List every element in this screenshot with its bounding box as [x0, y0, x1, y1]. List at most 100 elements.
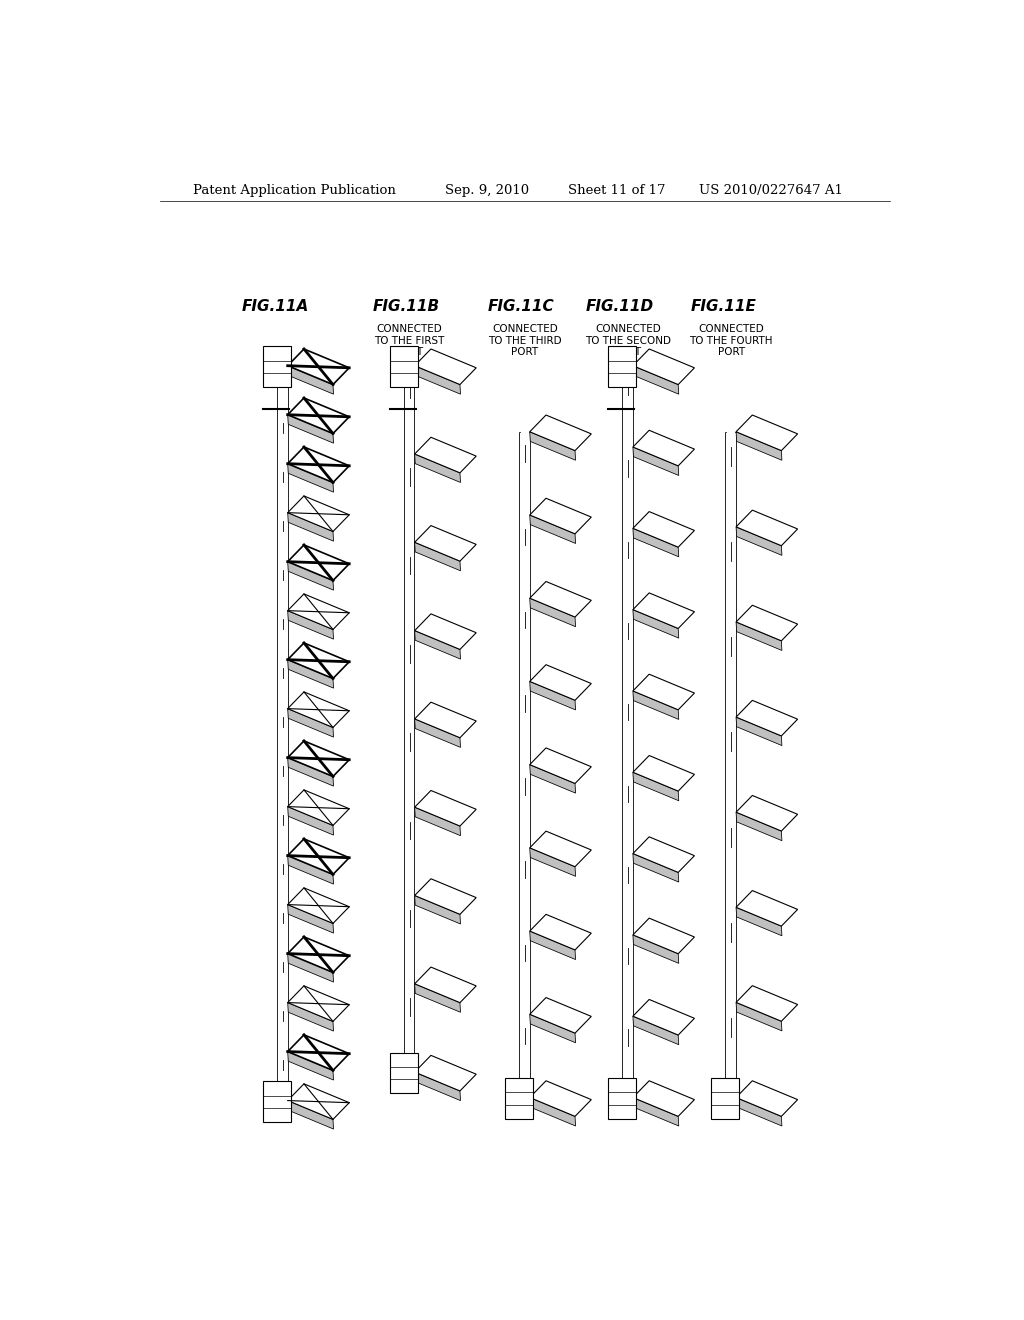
Text: FIG.11C: FIG.11C — [487, 298, 554, 314]
Polygon shape — [624, 367, 633, 1098]
Polygon shape — [633, 1097, 679, 1126]
Polygon shape — [415, 614, 476, 649]
Polygon shape — [736, 796, 798, 832]
Polygon shape — [390, 1053, 418, 1093]
Text: FIG.11D: FIG.11D — [586, 298, 654, 314]
Polygon shape — [288, 789, 349, 825]
Polygon shape — [529, 748, 591, 784]
Polygon shape — [736, 986, 798, 1022]
Polygon shape — [415, 895, 461, 924]
Polygon shape — [288, 807, 334, 836]
Polygon shape — [415, 437, 476, 473]
Polygon shape — [288, 986, 349, 1022]
Polygon shape — [288, 904, 334, 933]
Polygon shape — [278, 367, 288, 1102]
Text: Patent Application Publication: Patent Application Publication — [194, 183, 396, 197]
Polygon shape — [505, 1078, 532, 1119]
Polygon shape — [633, 690, 679, 719]
Polygon shape — [288, 611, 334, 639]
Polygon shape — [529, 681, 575, 710]
Polygon shape — [288, 594, 349, 630]
Polygon shape — [415, 1072, 461, 1101]
Polygon shape — [633, 755, 694, 791]
Polygon shape — [736, 717, 782, 746]
Polygon shape — [633, 366, 679, 395]
Polygon shape — [633, 772, 679, 801]
Polygon shape — [415, 366, 461, 395]
Polygon shape — [529, 582, 591, 616]
Polygon shape — [529, 414, 591, 450]
Text: US 2010/0227647 A1: US 2010/0227647 A1 — [699, 183, 844, 197]
Polygon shape — [633, 837, 694, 873]
Polygon shape — [288, 709, 334, 737]
Polygon shape — [608, 1078, 636, 1119]
Polygon shape — [608, 346, 636, 387]
Polygon shape — [633, 593, 694, 628]
Text: FIG.11E: FIG.11E — [690, 298, 756, 314]
Polygon shape — [288, 397, 349, 433]
Polygon shape — [288, 855, 334, 884]
Polygon shape — [404, 367, 415, 1073]
Polygon shape — [288, 1035, 349, 1071]
Polygon shape — [633, 447, 679, 475]
Polygon shape — [633, 1081, 694, 1117]
Text: FIG.11B: FIG.11B — [372, 298, 439, 314]
Text: CONNECTED
TO THE FIRST
PORT: CONNECTED TO THE FIRST PORT — [375, 325, 444, 358]
Polygon shape — [736, 907, 782, 936]
Polygon shape — [288, 660, 334, 688]
Polygon shape — [288, 1101, 334, 1129]
Polygon shape — [726, 433, 736, 1098]
Polygon shape — [736, 510, 798, 545]
Polygon shape — [736, 701, 798, 737]
Polygon shape — [415, 968, 476, 1003]
Polygon shape — [415, 808, 461, 836]
Polygon shape — [736, 891, 798, 927]
Polygon shape — [288, 545, 349, 581]
Polygon shape — [288, 447, 349, 483]
Polygon shape — [529, 998, 591, 1034]
Polygon shape — [288, 348, 349, 384]
Polygon shape — [288, 1052, 334, 1080]
Polygon shape — [529, 1097, 575, 1126]
Polygon shape — [288, 1084, 349, 1119]
Polygon shape — [736, 812, 782, 841]
Polygon shape — [633, 430, 694, 466]
Polygon shape — [736, 414, 798, 450]
Polygon shape — [288, 414, 334, 444]
Polygon shape — [633, 528, 679, 557]
Text: CONNECTED
TO THE SECOND
PORT: CONNECTED TO THE SECOND PORT — [585, 325, 671, 358]
Polygon shape — [415, 983, 461, 1012]
Polygon shape — [415, 348, 476, 384]
Polygon shape — [736, 1097, 782, 1126]
Polygon shape — [633, 512, 694, 548]
Text: Sheet 11 of 17: Sheet 11 of 17 — [568, 183, 666, 197]
Polygon shape — [263, 1081, 291, 1122]
Polygon shape — [529, 665, 591, 701]
Polygon shape — [288, 1003, 334, 1031]
Text: FIG.11A: FIG.11A — [242, 298, 308, 314]
Polygon shape — [415, 719, 461, 747]
Polygon shape — [633, 1016, 679, 1044]
Polygon shape — [736, 622, 782, 651]
Polygon shape — [633, 919, 694, 954]
Polygon shape — [633, 348, 694, 384]
Polygon shape — [633, 999, 694, 1035]
Polygon shape — [415, 702, 476, 738]
Polygon shape — [529, 432, 575, 461]
Polygon shape — [288, 496, 349, 532]
Text: CONNECTED
TO THE FOURTH
PORT: CONNECTED TO THE FOURTH PORT — [689, 325, 773, 358]
Polygon shape — [529, 1014, 575, 1043]
Polygon shape — [415, 1056, 476, 1090]
Polygon shape — [288, 512, 334, 541]
Polygon shape — [633, 854, 679, 882]
Polygon shape — [736, 432, 782, 461]
Polygon shape — [529, 847, 575, 876]
Polygon shape — [529, 498, 591, 533]
Polygon shape — [288, 953, 334, 982]
Polygon shape — [633, 610, 679, 638]
Polygon shape — [529, 915, 591, 950]
Polygon shape — [520, 433, 529, 1098]
Polygon shape — [288, 937, 349, 973]
Polygon shape — [529, 931, 575, 960]
Polygon shape — [415, 454, 461, 483]
